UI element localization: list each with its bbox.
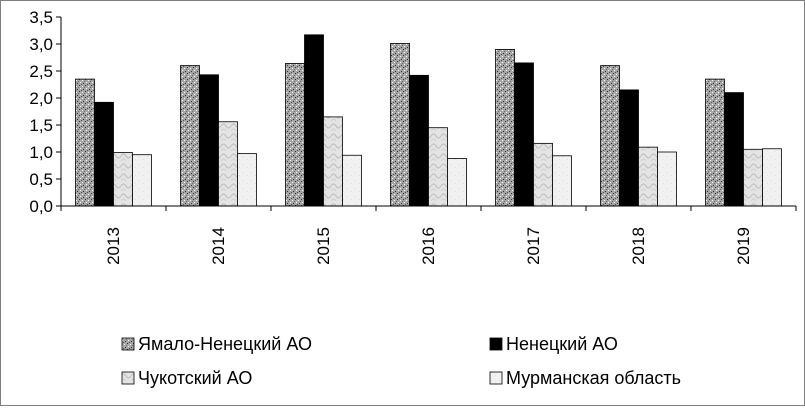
bar-2018-series-1 [619,89,639,207]
bar-2014-series-0 [180,65,200,207]
bar-2019-series-1 [724,92,744,207]
bar-2017-series-2 [533,142,553,207]
bar-2013-series-0 [75,78,95,207]
bar-2015-series-3 [342,154,362,207]
bar-2018-series-2 [638,146,658,207]
bar-2016-series-2 [428,127,448,207]
bar-2017-series-0 [495,49,515,207]
bar-2019-series-0 [705,78,725,207]
x-category-label: 2016 [419,227,438,265]
y-tick-label: 3,5 [29,8,53,27]
y-tick-label: 1,0 [29,143,53,162]
legend-swatch-1 [489,337,503,351]
y-axis: 0,0 0,5 1,0 1,5 2,0 2,5 3,0 3,5 [29,8,62,216]
x-category-label: 2018 [629,227,648,265]
bar-2019-series-2 [743,148,763,207]
legend-swatch-3 [489,371,503,385]
bar-2013-series-1 [94,101,114,207]
bar-2015-series-1 [304,34,324,207]
y-tick-label: 1,5 [29,116,53,135]
bar-2015-series-0 [285,63,305,207]
x-axis: 2013 2014 2015 2016 2017 2018 2019 [60,205,797,265]
legend-swatch-2 [121,371,135,385]
legend-label-2: Чукотский АО [138,368,252,388]
bar-2017-series-3 [552,155,572,207]
x-category-label: 2013 [104,227,123,265]
legend-label-3: Мурманская область [506,368,681,388]
x-category-label: 2017 [524,227,543,265]
bar-2016-series-0 [390,43,410,207]
legend-label-0: Ямало-Ненецкий АО [138,334,312,354]
bar-2018-series-3 [657,151,677,207]
bar-2014-series-1 [199,74,219,207]
bar-2015-series-2 [323,116,343,207]
bar-2014-series-2 [218,121,238,207]
bar-2016-series-3 [447,158,467,207]
legend-swatch-0 [121,337,135,351]
y-tick-label: 2,0 [29,89,53,108]
x-category-label: 2019 [734,227,753,265]
bar-2014-series-3 [237,153,257,207]
y-tick-label: 0,5 [29,170,53,189]
y-tick-label: 0,0 [29,197,53,216]
x-category-label: 2014 [209,227,228,265]
bar-2013-series-3 [132,154,152,207]
bars [75,34,782,207]
x-category-label: 2015 [314,227,333,265]
y-tick-label: 3,0 [29,35,53,54]
y-tick-label: 2,5 [29,62,53,81]
bar-2016-series-1 [409,74,429,207]
bar-2017-series-1 [514,62,534,207]
legend: Ямало-Ненецкий АО Ненецкий АО Чукотский АО… [121,334,681,388]
legend-label-1: Ненецкий АО [506,334,618,354]
bar-2018-series-0 [600,65,620,207]
bar-2013-series-2 [113,152,133,207]
bar-2019-series-3 [762,148,782,207]
